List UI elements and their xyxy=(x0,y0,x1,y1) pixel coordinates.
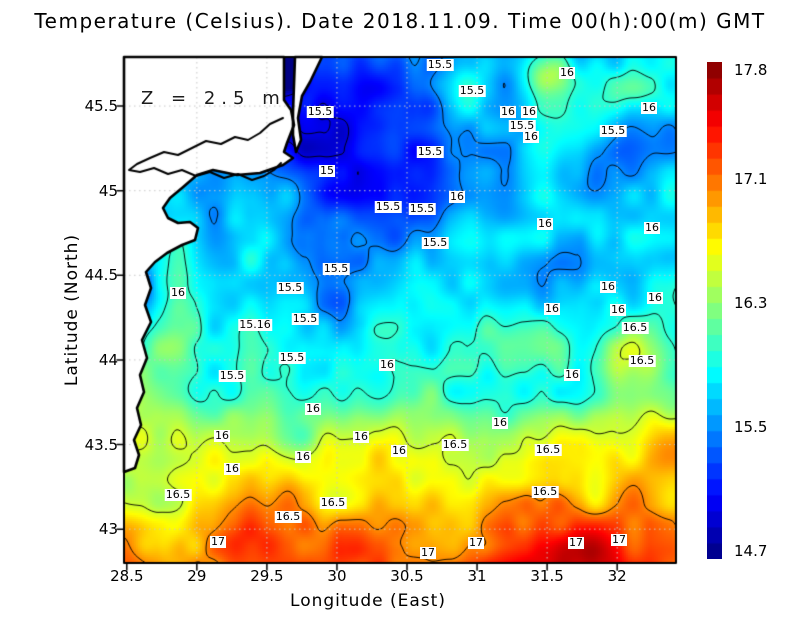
x-tick-label: 31.5 xyxy=(530,567,564,585)
x-tick-label: 32 xyxy=(607,567,627,585)
y-tick-label: 44 xyxy=(98,350,118,369)
contour-label: 15.5 xyxy=(218,369,246,382)
contour-label: 15.5 xyxy=(374,200,402,213)
contour-label: 16 xyxy=(305,402,321,415)
contour-label: 16 xyxy=(449,190,465,203)
contour-label: 16 xyxy=(295,450,311,463)
contour-label: 16 xyxy=(492,416,508,429)
depth-annotation: Z = 2.5 m xyxy=(141,88,286,109)
temperature-map-canvas xyxy=(116,49,684,571)
colorbar-tick-label: 17.1 xyxy=(734,169,768,188)
contour-label: 15.5 xyxy=(322,262,350,275)
y-tick-label: 45 xyxy=(98,181,118,200)
colorbar-tick-label: 15.5 xyxy=(734,417,768,436)
contour-label: 17 xyxy=(568,536,584,549)
colorbar-tick-label: 16.3 xyxy=(734,293,768,312)
x-tick-label: 29 xyxy=(187,567,207,585)
contour-label: 17 xyxy=(420,546,436,559)
contour-label: 16.5 xyxy=(441,438,469,451)
contour-label: 15.5 xyxy=(508,119,536,132)
contour-label: 16.5 xyxy=(274,510,302,523)
contour-label: 16 xyxy=(170,286,186,299)
contour-label: 16 xyxy=(521,105,537,118)
plot-title: Temperature (Celsius). Date 2018.11.09. … xyxy=(34,9,766,33)
contour-label: 17 xyxy=(210,535,226,548)
colorbar-tick-label: 14.7 xyxy=(734,542,768,560)
contour-label: 15.5 xyxy=(291,312,319,325)
contour-label: 15.5 xyxy=(278,351,306,364)
contour-label: 17 xyxy=(468,536,484,549)
contour-label: 16 xyxy=(641,101,657,114)
x-tick-label: 30 xyxy=(327,567,347,585)
contour-label: 16 xyxy=(214,429,230,442)
colorbar-tick-label: 17.8 xyxy=(734,61,768,79)
contour-label: 16 xyxy=(500,105,516,118)
contour-label: 15.5 xyxy=(408,202,436,215)
contour-label: 15.5 xyxy=(306,105,334,118)
y-tick-label: 43.5 xyxy=(84,435,118,454)
contour-label: 15.5 xyxy=(458,84,486,97)
contour-label: 17 xyxy=(611,533,627,546)
contour-label: 16 xyxy=(391,444,407,457)
y-tick-label: 44.5 xyxy=(84,266,118,285)
contour-label: 16.5 xyxy=(164,488,192,501)
contour-label: 16.5 xyxy=(628,354,656,367)
contour-label: 15.5 xyxy=(276,281,304,294)
contour-label: 15.5 xyxy=(416,145,444,158)
contour-label: 16.5 xyxy=(531,485,559,498)
y-tick-label: 43 xyxy=(98,520,118,539)
x-tick-label: 30.5 xyxy=(390,567,424,585)
contour-label: 16.5 xyxy=(534,443,562,456)
colorbar xyxy=(707,62,722,559)
contour-label: 15.5 xyxy=(421,236,449,249)
contour-label: 15.5 xyxy=(599,124,627,137)
contour-label: 15.5 xyxy=(426,58,454,71)
contour-label: 16 xyxy=(559,66,575,79)
contour-label: 16 xyxy=(564,368,580,381)
contour-label: 16 xyxy=(224,462,240,475)
contour-label: 16 xyxy=(647,291,663,304)
contour-label: 16 xyxy=(610,303,626,316)
contour-label: 16.5 xyxy=(319,496,347,509)
x-tick-label: 29.5 xyxy=(250,567,284,585)
contour-label: 16 xyxy=(600,280,616,293)
contour-label: 16 xyxy=(644,221,660,234)
contour-label: 15 xyxy=(319,164,335,177)
x-axis-label: Longitude (East) xyxy=(290,591,446,611)
y-tick-label: 45.5 xyxy=(84,97,118,116)
contour-label: 16 xyxy=(544,302,560,315)
contour-label: 16 xyxy=(353,430,369,443)
x-tick-label: 28.5 xyxy=(110,567,144,585)
contour-label: 16 xyxy=(523,130,539,143)
x-tick-label: 31 xyxy=(467,567,487,585)
contour-label: 16 xyxy=(379,358,395,371)
contour-label: 16 xyxy=(537,217,553,230)
contour-label: 16.5 xyxy=(621,321,649,334)
contour-label: 15.16 xyxy=(238,318,272,331)
